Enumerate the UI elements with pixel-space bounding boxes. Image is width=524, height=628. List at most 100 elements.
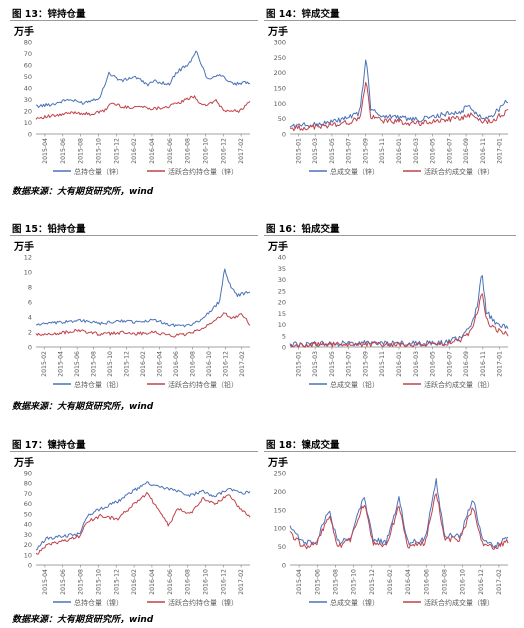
y-tick-label: 0 <box>282 562 286 570</box>
x-tick-label: 2016-10 <box>460 569 467 595</box>
y-tick-label: 200 <box>274 69 286 77</box>
x-tick-label: 2015-04 <box>58 351 65 377</box>
x-tick-label: 2015-10 <box>95 138 102 164</box>
y-tick-label: 0 <box>282 344 286 352</box>
x-tick-label: 2016-03 <box>413 351 420 377</box>
x-tick-label: 2015-02 <box>41 351 48 377</box>
x-tick-label: 2015-11 <box>379 138 386 164</box>
x-tick-label: 2015-09 <box>362 351 369 377</box>
unit-label: 万手 <box>267 240 288 253</box>
x-tick-label: 2015-04 <box>296 569 303 595</box>
figure-17-title: 图 17：镍持仓量 <box>12 440 86 451</box>
x-tick-label: 2015-12 <box>113 138 120 164</box>
x-tick-label: 2016-05 <box>430 351 437 377</box>
x-tick-label: 2015-12 <box>113 569 120 595</box>
y-tick-label: 80 <box>24 39 32 47</box>
x-tick-label: 2015-01 <box>295 351 302 377</box>
y-tick-label: 0 <box>28 344 32 352</box>
y-tick-label: 50 <box>278 115 286 123</box>
x-tick-label: 2016-10 <box>202 138 209 164</box>
x-tick-label: 2016-06 <box>173 351 180 377</box>
legend-label: 活跃合约持仓量（锌） <box>168 167 238 176</box>
series-line-1 <box>289 59 509 130</box>
x-tick-label: 2015-11 <box>379 351 386 377</box>
y-tick-label: 2 <box>28 329 32 337</box>
zinc-open-interest-chart: 万手 0 10 20 30 40 50 60 70 80 2015-04 2015-06 2015-08… <box>13 25 251 176</box>
y-tick-label: 8 <box>28 284 32 292</box>
y-tick-label: 30 <box>278 276 286 284</box>
data-source-note: 数据来源：大有期货研究所，wind <box>12 402 154 412</box>
y-tick-label: 20 <box>24 108 32 116</box>
series-line-2 <box>35 95 251 120</box>
title-rule <box>264 235 516 236</box>
legend-label: 总持仓量（锌） <box>74 167 123 176</box>
x-tick-label: 2016-01 <box>396 351 403 377</box>
x-tick-label: 2017-02 <box>239 351 246 377</box>
x-tick-label: 2017-02 <box>496 569 503 595</box>
x-tick-label: 2016-12 <box>222 351 229 377</box>
x-tick-label: 2016-11 <box>480 351 487 377</box>
series-line-1 <box>289 275 509 348</box>
x-tick-label: 2015-10 <box>95 569 102 595</box>
unit-label: 万手 <box>13 25 34 38</box>
y-tick-label: 25 <box>278 287 286 295</box>
x-tick-label: 2016-09 <box>463 351 470 377</box>
x-tick-label: 2015-08 <box>91 351 98 377</box>
y-tick-label: 40 <box>24 521 32 529</box>
x-tick-label: 2016-08 <box>441 569 448 595</box>
nickel-open-interest-chart: 万手 0 10 20 30 40 50 60 70 80 90 2015-04 2015-06 2015-… <box>13 456 251 607</box>
data-source-note: 数据来源：大有期货研究所，wind <box>12 615 154 625</box>
x-tick-label: 2017-02 <box>238 138 245 164</box>
x-tick-label: 2015-06 <box>74 351 81 377</box>
x-tick-label: 2016-02 <box>140 351 147 377</box>
x-tick-label: 2015-09 <box>362 138 369 164</box>
y-tick-label: 0 <box>282 131 286 139</box>
x-tick-label: 2015-04 <box>42 138 49 164</box>
x-tick-label: 2015-05 <box>329 138 336 164</box>
x-tick-label: 2015-08 <box>78 569 85 595</box>
series-line-2 <box>290 81 509 132</box>
x-tick-label: 2016-12 <box>220 569 227 595</box>
legend-label: 总成交量（镍） <box>330 598 379 607</box>
figure-16-title: 图 16：铅成交量 <box>266 224 340 235</box>
y-tick-label: 6 <box>28 299 32 307</box>
y-tick-label: 150 <box>274 506 286 514</box>
x-tick-label: 2016-08 <box>189 351 196 377</box>
x-tick-label: 2016-12 <box>220 138 227 164</box>
x-tick-label: 2015-05 <box>329 351 336 377</box>
figure-14-title: 图 14：锌成交量 <box>266 9 340 20</box>
x-tick-label: 2015-10 <box>351 569 358 595</box>
title-rule <box>264 20 516 21</box>
nickel-volume-chart: 万手 0 50 100 150 200 250 2015-04 2015-06 2015-08 20… <box>267 456 509 607</box>
y-tick-label: 10 <box>24 269 32 277</box>
series-line-2 <box>289 293 509 348</box>
title-rule <box>10 235 258 236</box>
legend-label: 活跃合约成交量（铅） <box>424 380 494 389</box>
figure-15-title: 图 15：铅持仓量 <box>12 224 86 235</box>
y-tick-label: 300 <box>274 39 286 47</box>
y-tick-label: 40 <box>278 254 286 262</box>
x-tick-label: 2016-07 <box>446 138 453 164</box>
lead-volume-chart: 万手 0 5 10 15 20 25 30 35 40 2015-01 2015-03 2015-05 2… <box>267 240 509 389</box>
y-tick-label: 30 <box>24 531 32 539</box>
y-tick-label: 150 <box>274 85 286 93</box>
x-tick-label: 2015-04 <box>42 569 49 595</box>
x-tick-label: 2015-06 <box>314 569 321 595</box>
series-line-1 <box>35 481 251 551</box>
x-tick-label: 2016-02 <box>387 569 394 595</box>
unit-label: 万手 <box>13 240 34 253</box>
x-tick-label: 2017-01 <box>497 138 504 164</box>
x-tick-label: 2015-12 <box>369 569 376 595</box>
x-tick-label: 2016-04 <box>149 569 156 595</box>
series-line-1 <box>289 478 509 548</box>
x-tick-label: 2015-03 <box>312 138 319 164</box>
x-tick-label: 2016-04 <box>405 569 412 595</box>
legend-label: 活跃合约持仓量（镍） <box>168 598 238 607</box>
y-tick-label: 60 <box>24 62 32 70</box>
series-line-2 <box>35 492 251 555</box>
y-tick-label: 60 <box>24 500 32 508</box>
data-source-note: 数据来源：大有期货研究所，wind <box>12 187 154 197</box>
series-line-2 <box>35 312 251 338</box>
y-tick-label: 10 <box>24 551 32 559</box>
unit-label: 万手 <box>13 456 34 469</box>
